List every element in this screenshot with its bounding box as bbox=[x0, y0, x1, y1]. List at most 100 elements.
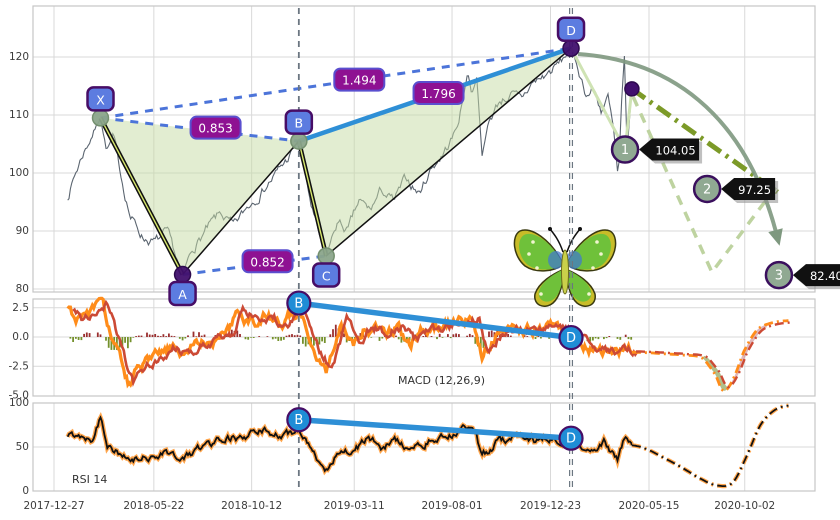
pattern-guide-lines bbox=[297, 8, 574, 491]
tick-label: 120 bbox=[9, 51, 29, 63]
rsi-line bbox=[66, 415, 633, 473]
target-1[interactable]: 104.05 1 bbox=[610, 135, 703, 164]
macd-hist-bar bbox=[110, 337, 113, 350]
macd-hist-bar bbox=[490, 330, 493, 337]
macd-hist-bar bbox=[247, 337, 250, 340]
projection-light-line bbox=[569, 47, 634, 155]
target-2[interactable]: 97.25 2 bbox=[692, 174, 779, 204]
tick-label: 0 bbox=[22, 485, 29, 497]
grid bbox=[32, 5, 816, 492]
macd-hist-bar bbox=[291, 334, 293, 337]
macd-hist-bar bbox=[370, 337, 373, 338]
macd-hist-bar bbox=[449, 337, 452, 339]
tick-label: 2019-12-23 bbox=[520, 500, 581, 512]
macd-hist-bar bbox=[230, 329, 233, 337]
target-flag bbox=[639, 138, 700, 161]
svg-text:0.853: 0.853 bbox=[198, 122, 232, 136]
tick-label: 2018-05-22 bbox=[123, 500, 184, 512]
macd-hist-bar bbox=[507, 334, 509, 337]
macd-hist-bar bbox=[159, 336, 162, 337]
ratio-line-xb bbox=[100, 116, 300, 143]
macd-hist-bar bbox=[170, 335, 173, 337]
macd-proj-hist-negative bbox=[702, 355, 729, 391]
macd-hist-bar bbox=[616, 337, 619, 339]
last-price-marker[interactable] bbox=[624, 81, 640, 97]
macd-hist-bar bbox=[168, 333, 170, 337]
macd-hist-bar bbox=[129, 337, 132, 343]
rsi-divergence-point-b[interactable]: B bbox=[286, 407, 312, 433]
tick-label: -5.0 bbox=[9, 390, 30, 402]
pattern-label-c[interactable]: C bbox=[311, 262, 341, 288]
target-price: 82.40 bbox=[810, 269, 840, 283]
pattern-point-c[interactable] bbox=[317, 247, 335, 265]
pattern-label-a[interactable]: A bbox=[168, 280, 197, 307]
macd-hist-bar bbox=[343, 333, 345, 337]
macd-hist-bar bbox=[124, 337, 126, 343]
projection-arc-arrowhead bbox=[768, 228, 783, 246]
pattern-point-d[interactable] bbox=[562, 39, 580, 58]
macd-hist-bar bbox=[458, 334, 460, 337]
macd-divergence-point-d[interactable]: D bbox=[558, 324, 584, 351]
macd-hist-bar bbox=[299, 335, 302, 337]
macd-hist-bar bbox=[250, 337, 252, 338]
macd-hist-bar bbox=[359, 333, 362, 337]
tick-label: -2.5 bbox=[9, 360, 30, 372]
macd-signal-line bbox=[72, 299, 639, 388]
macd-hist-bar bbox=[395, 335, 397, 337]
macd-hist-bar bbox=[148, 334, 151, 337]
pattern-label-x[interactable]: X bbox=[86, 86, 115, 112]
ratio-label-bd[interactable]: 1.796 bbox=[412, 81, 465, 106]
macd-hist-bar bbox=[381, 337, 384, 339]
macd-hist-bar bbox=[236, 330, 239, 337]
leg-cd bbox=[325, 47, 572, 257]
macd-hist-bar bbox=[313, 337, 315, 346]
macd-hist-bar bbox=[282, 337, 285, 340]
macd-hist-bar bbox=[135, 336, 137, 337]
target-circle bbox=[692, 174, 722, 204]
tick-label: 2018-10-12 bbox=[221, 500, 282, 512]
macd-hist-bar bbox=[592, 337, 594, 341]
svg-text:0.852: 0.852 bbox=[250, 255, 284, 269]
svg-text:B: B bbox=[294, 297, 303, 312]
target-price: 97.25 bbox=[738, 183, 771, 197]
butterfly-image bbox=[513, 227, 617, 307]
macd-hist-bar bbox=[252, 337, 255, 338]
rsi-divergence-line bbox=[298, 416, 572, 441]
tick-label: 2017-12-27 bbox=[23, 500, 84, 512]
pattern-label-d[interactable]: D bbox=[556, 16, 586, 43]
ratio-label-ac[interactable]: 0.852 bbox=[241, 249, 294, 274]
target-3[interactable]: 82.40 3 bbox=[764, 260, 840, 290]
pattern-point-b[interactable] bbox=[290, 132, 308, 150]
macd-hist-bar bbox=[597, 337, 600, 340]
macd-hist-bar bbox=[293, 335, 296, 337]
pattern-point-x[interactable] bbox=[91, 109, 110, 127]
macd-hist-bar bbox=[408, 337, 411, 341]
target-number: 1 bbox=[621, 143, 629, 158]
macd-hist-bar bbox=[239, 334, 241, 337]
svg-text:A: A bbox=[178, 287, 187, 302]
macd-hist-bar bbox=[192, 331, 195, 337]
pattern-point-a[interactable] bbox=[173, 265, 192, 284]
macd-hist-bar bbox=[334, 324, 337, 337]
macd-hist-bar bbox=[266, 336, 269, 337]
macd-hist-bar bbox=[162, 334, 165, 337]
target-number: 3 bbox=[775, 269, 783, 284]
macd-hist-bar bbox=[77, 337, 80, 340]
rsi-divergence-point-d[interactable]: D bbox=[558, 425, 584, 451]
macd-hist-bar bbox=[630, 337, 633, 340]
macd-hist-bar bbox=[280, 337, 282, 341]
macd-hist-bar bbox=[165, 336, 168, 337]
tick-label: 110 bbox=[9, 109, 29, 121]
ratio-label-xd[interactable]: 1.494 bbox=[333, 67, 386, 92]
macd-divergence-line bbox=[298, 300, 572, 341]
pattern-fill-xab bbox=[100, 117, 299, 275]
macd-hist-bar bbox=[509, 335, 512, 337]
macd-divergence-point-b[interactable]: B bbox=[286, 290, 312, 316]
pattern-label-b[interactable]: B bbox=[284, 109, 314, 135]
leg-ab bbox=[182, 140, 300, 275]
ratio-label-xb[interactable]: 0.853 bbox=[189, 115, 242, 140]
macd-hist-bar bbox=[244, 337, 247, 340]
tick-label: 100 bbox=[9, 397, 29, 409]
tick-label: 100 bbox=[9, 167, 29, 179]
